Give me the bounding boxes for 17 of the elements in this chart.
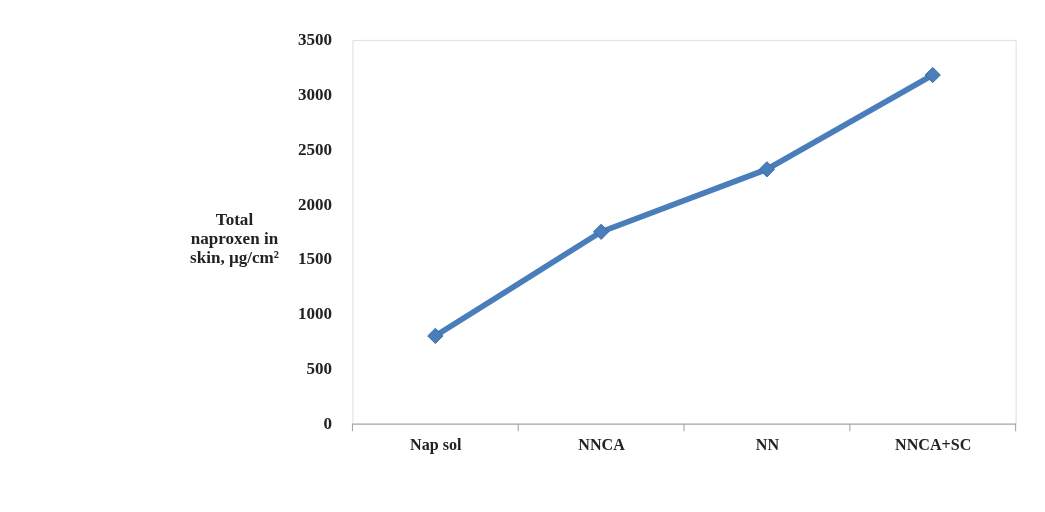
y-axis-title: Total naproxen in skin, µg/cm² xyxy=(190,210,279,268)
point xyxy=(924,66,941,84)
y-tick-label: 0 xyxy=(323,413,333,433)
point xyxy=(593,223,610,240)
y-tick-label: 2000 xyxy=(297,194,333,214)
y-tick-label: 3500 xyxy=(297,30,333,50)
y-tick-label: 1000 xyxy=(297,304,333,324)
x-tick-label: Nap sol xyxy=(410,435,463,454)
point xyxy=(758,161,776,178)
y-tick-label: 2500 xyxy=(297,139,333,159)
y-tick-label: 1500 xyxy=(297,249,333,269)
x-tick-label: NNCA xyxy=(578,435,626,453)
y-tick-label: 3000 xyxy=(297,84,333,104)
point xyxy=(427,327,444,345)
y-tick-label: 500 xyxy=(306,359,333,379)
x-tick-label: NNCA+SC xyxy=(895,435,972,453)
x-tick-label: NN xyxy=(755,435,780,453)
